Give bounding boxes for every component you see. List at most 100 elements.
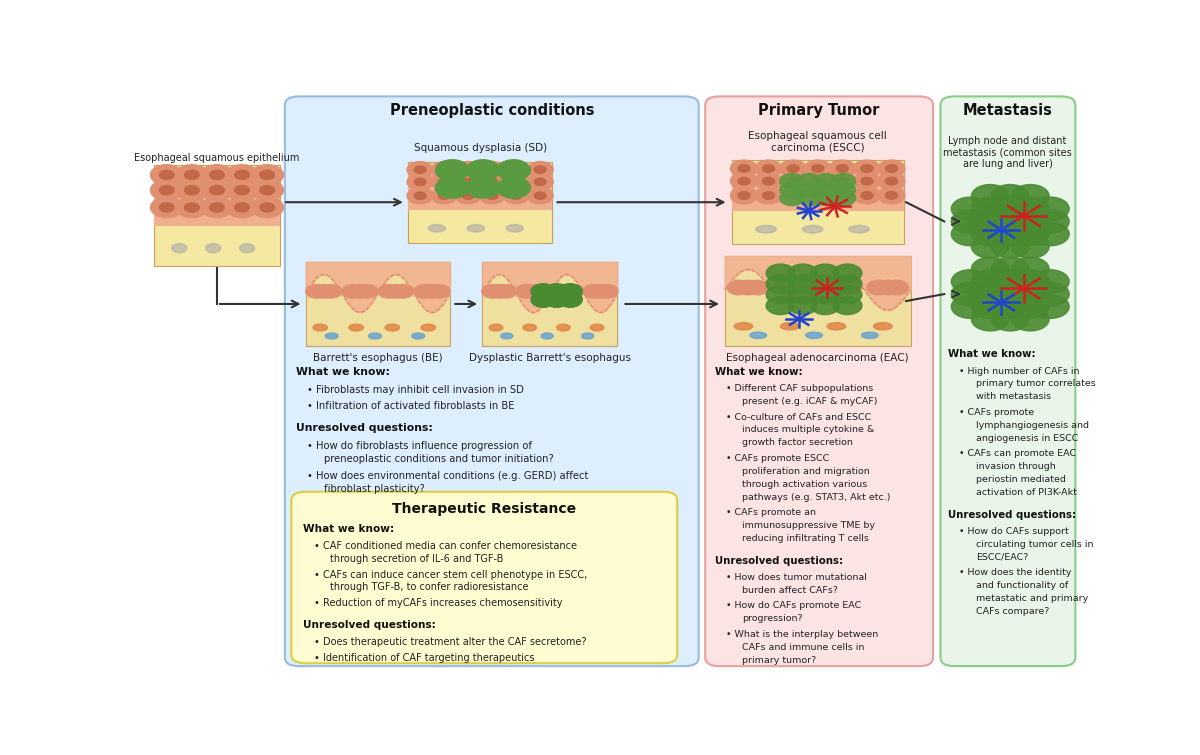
- Circle shape: [342, 285, 364, 298]
- Text: Barrett's esophagus (BE): Barrett's esophagus (BE): [313, 353, 443, 363]
- Circle shape: [486, 178, 498, 186]
- Circle shape: [829, 173, 856, 190]
- Ellipse shape: [803, 226, 823, 233]
- Ellipse shape: [368, 333, 382, 339]
- Circle shape: [378, 285, 400, 298]
- Circle shape: [811, 264, 840, 282]
- Circle shape: [1032, 197, 1069, 220]
- Circle shape: [510, 178, 522, 186]
- Circle shape: [260, 186, 275, 195]
- Circle shape: [497, 177, 530, 198]
- Circle shape: [853, 187, 881, 204]
- Text: Lymph node and distant
metastasis (common sites
are lung and liver): Lymph node and distant metastasis (commo…: [943, 136, 1072, 169]
- Circle shape: [991, 210, 1028, 233]
- Text: and functionality of: and functionality of: [976, 581, 1068, 590]
- Circle shape: [235, 203, 250, 212]
- Circle shape: [527, 174, 553, 190]
- Circle shape: [462, 178, 474, 186]
- Ellipse shape: [467, 224, 485, 232]
- Circle shape: [1012, 307, 1049, 331]
- Circle shape: [482, 285, 503, 298]
- Circle shape: [811, 285, 840, 304]
- Text: immunosuppressive TME by: immunosuppressive TME by: [743, 521, 876, 530]
- Ellipse shape: [862, 332, 878, 338]
- Circle shape: [251, 165, 283, 185]
- Circle shape: [431, 187, 457, 204]
- Ellipse shape: [874, 322, 892, 330]
- Text: angiogenesis in ESCC: angiogenesis in ESCC: [976, 434, 1079, 442]
- Circle shape: [421, 285, 443, 298]
- Circle shape: [829, 160, 856, 177]
- Text: activation of PI3K-Akt: activation of PI3K-Akt: [976, 488, 1076, 497]
- Circle shape: [313, 285, 335, 298]
- Circle shape: [792, 280, 815, 294]
- Circle shape: [832, 182, 856, 197]
- Circle shape: [510, 166, 522, 174]
- Text: growth factor secretion: growth factor secretion: [743, 439, 853, 447]
- Text: primary tumor correlates: primary tumor correlates: [976, 380, 1096, 388]
- Circle shape: [486, 192, 498, 199]
- Circle shape: [832, 190, 856, 205]
- Circle shape: [762, 192, 775, 199]
- Circle shape: [811, 177, 824, 185]
- Text: Esophageal adenocarcinoma (EAC): Esophageal adenocarcinoma (EAC): [726, 353, 910, 363]
- Text: • How does the identity: • How does the identity: [959, 569, 1072, 578]
- Text: periostin mediated: periostin mediated: [976, 475, 1066, 484]
- Circle shape: [886, 177, 898, 185]
- Text: • CAFs promote ESCC: • CAFs promote ESCC: [726, 454, 829, 463]
- Circle shape: [972, 257, 1009, 281]
- Ellipse shape: [523, 324, 536, 331]
- FancyBboxPatch shape: [725, 256, 911, 346]
- Circle shape: [150, 197, 184, 217]
- Circle shape: [550, 285, 571, 298]
- Text: through secretion of IL-6 and TGF-B: through secretion of IL-6 and TGF-B: [330, 554, 504, 564]
- Text: Esophageal squamous cell
carcinoma (ESCC): Esophageal squamous cell carcinoma (ESCC…: [749, 131, 887, 153]
- Ellipse shape: [756, 226, 776, 233]
- Circle shape: [886, 165, 898, 172]
- Circle shape: [815, 174, 839, 189]
- Text: • Identification of CAF targeting therapeutics: • Identification of CAF targeting therap…: [313, 652, 534, 663]
- Text: CAFs compare?: CAFs compare?: [976, 607, 1049, 616]
- Circle shape: [462, 192, 474, 199]
- Circle shape: [349, 285, 371, 298]
- Circle shape: [787, 165, 799, 172]
- Circle shape: [797, 182, 821, 197]
- Circle shape: [438, 166, 450, 174]
- Circle shape: [160, 203, 174, 212]
- Text: preneoplastic conditions and tumor initiation?: preneoplastic conditions and tumor initi…: [324, 455, 553, 464]
- Circle shape: [1032, 210, 1069, 233]
- Circle shape: [755, 160, 782, 177]
- Circle shape: [738, 192, 750, 199]
- Text: • What is the interplay between: • What is the interplay between: [726, 630, 878, 639]
- Circle shape: [876, 280, 899, 294]
- FancyBboxPatch shape: [408, 165, 552, 211]
- Circle shape: [407, 187, 433, 204]
- Circle shape: [833, 297, 862, 315]
- Circle shape: [1012, 222, 1049, 245]
- Circle shape: [1012, 257, 1049, 281]
- Circle shape: [235, 171, 250, 180]
- Text: What we know:: What we know:: [948, 350, 1036, 359]
- FancyBboxPatch shape: [284, 97, 698, 666]
- Circle shape: [462, 166, 474, 174]
- Text: through TGF-B, to confer radioresistance: through TGF-B, to confer radioresistance: [330, 582, 529, 593]
- Text: circulating tumor cells in: circulating tumor cells in: [976, 540, 1093, 549]
- Circle shape: [780, 174, 804, 189]
- Circle shape: [436, 177, 469, 198]
- Circle shape: [436, 160, 469, 180]
- Text: • CAF conditioned media can confer chemoresistance: • CAF conditioned media can confer chemo…: [313, 541, 577, 551]
- Circle shape: [972, 184, 1009, 208]
- Ellipse shape: [750, 332, 767, 338]
- Ellipse shape: [734, 322, 752, 330]
- Circle shape: [886, 192, 898, 199]
- Ellipse shape: [582, 333, 594, 339]
- FancyBboxPatch shape: [292, 492, 677, 663]
- Circle shape: [510, 192, 522, 199]
- Circle shape: [952, 222, 989, 245]
- Circle shape: [972, 307, 1009, 331]
- Circle shape: [766, 285, 794, 304]
- Circle shape: [991, 184, 1028, 208]
- Circle shape: [788, 264, 817, 282]
- Text: • Infiltration of activated fibroblasts in BE: • Infiltration of activated fibroblasts …: [307, 401, 515, 411]
- FancyBboxPatch shape: [732, 160, 904, 245]
